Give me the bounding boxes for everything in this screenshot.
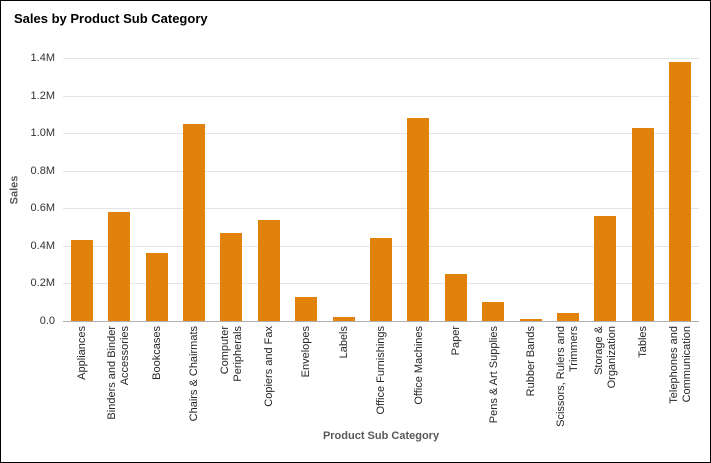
x-category-label: Binders and Binder Accessories (100, 326, 137, 420)
x-category-label: Telephones and Communication (662, 326, 699, 404)
x-category-label-line: Office Machines (412, 326, 425, 405)
y-tick-label: 0.2M (30, 277, 55, 290)
y-tick-label: 0.0 (39, 315, 55, 327)
gridline (63, 208, 699, 209)
x-category-label-line: Pens & Art Supplies (487, 326, 500, 424)
x-category-label-line: Accessories (119, 326, 131, 386)
x-category-label-line: Appliances (75, 326, 88, 380)
bar[interactable] (407, 118, 429, 321)
bar[interactable] (594, 216, 616, 321)
x-category-label: Appliances (63, 326, 100, 380)
x-category-label-line: Peripherals (232, 326, 244, 382)
x-category-label-line: Labels (337, 326, 350, 359)
x-category-label: Office Furnishings (362, 326, 399, 414)
bar[interactable] (183, 124, 205, 321)
bar[interactable] (632, 128, 654, 321)
x-category-label: Storage & Organization (587, 326, 624, 388)
x-category-label-line: Organization (606, 326, 618, 389)
x-category-label-line: Bookcases (150, 326, 163, 380)
gridline (63, 133, 699, 134)
plot-area (63, 58, 699, 322)
bar[interactable] (108, 212, 130, 321)
y-axis-title: Sales (8, 175, 20, 204)
bar[interactable] (333, 317, 355, 321)
gridline (63, 171, 699, 172)
x-category-label: Copiers and Fax (250, 326, 287, 407)
x-category-label: Chairs & Chairmats (175, 326, 212, 421)
bar[interactable] (482, 302, 504, 321)
x-category-label: Paper (437, 326, 474, 355)
x-category-label: Scissors, Rulers and Trimmers (549, 326, 586, 427)
x-category-label: Envelopes (287, 326, 324, 377)
gridline (63, 96, 699, 97)
bar[interactable] (520, 319, 542, 321)
x-category-label-line: Computer (219, 326, 231, 375)
x-category-label-line: Trimmers (568, 326, 580, 373)
x-category-label: Labels (325, 326, 362, 358)
bar[interactable] (295, 297, 317, 321)
x-category-label-line: Scissors, Rulers and (555, 326, 567, 427)
x-category-label-line: Telephones and (668, 326, 680, 404)
x-category-label: Computer Peripherals (213, 326, 250, 382)
bar[interactable] (445, 274, 467, 321)
gridline (63, 58, 699, 59)
y-tick-label: 1.2M (30, 89, 55, 102)
bar[interactable] (220, 233, 242, 321)
x-category-label-line: Rubber Bands (524, 326, 537, 397)
bar[interactable] (669, 62, 691, 321)
x-category-label-line: Storage & (593, 326, 605, 375)
x-category-label-line: Office Furnishings (374, 326, 387, 415)
bar[interactable] (71, 240, 93, 321)
x-category-label: Rubber Bands (512, 326, 549, 396)
y-tick-label: 1.4M (30, 52, 55, 64)
y-tick-label: 0.4M (30, 239, 55, 252)
x-category-label-line: Binders and Binder (106, 326, 118, 420)
bar[interactable] (258, 220, 280, 321)
x-axis-title: Product Sub Category (322, 430, 440, 442)
x-category-label-line: Tables (636, 326, 649, 358)
x-category-label-line: Envelopes (299, 326, 312, 378)
x-category-label: Tables (624, 326, 661, 358)
x-category-label: Bookcases (138, 326, 175, 380)
x-category-label-line: Chairs & Chairmats (187, 326, 200, 422)
x-category-label: Office Machines (400, 326, 437, 405)
bar[interactable] (557, 313, 579, 321)
x-category-label-line: Copiers and Fax (262, 326, 275, 407)
y-tick-label: 1.0M (30, 127, 55, 140)
chart-title: Sales by Product Sub Category (14, 11, 208, 26)
y-tick-label: 0.6M (30, 202, 55, 215)
bar[interactable] (370, 238, 392, 321)
x-category-label: Pens & Art Supplies (475, 326, 512, 423)
x-category-label-line: Communication (681, 326, 693, 403)
bar[interactable] (146, 253, 168, 321)
y-tick-label: 0.8M (30, 164, 55, 177)
x-category-label-line: Paper (449, 326, 462, 356)
